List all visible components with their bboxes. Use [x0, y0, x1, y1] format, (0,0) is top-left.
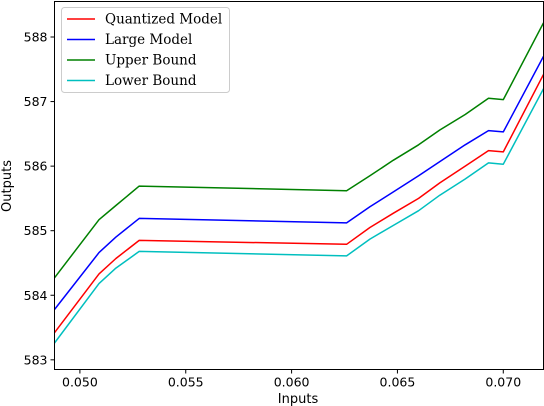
y-tick-label: 587: [24, 94, 48, 109]
y-tick-label: 588: [24, 30, 48, 45]
y-tick-label: 584: [24, 288, 48, 303]
x-axis: 0.050 0.055 0.060 0.065 0.070: [62, 369, 521, 390]
legend-frame: [61, 7, 230, 93]
legend-label: Lower Bound: [105, 73, 197, 89]
x-tick-label: 0.060: [274, 375, 310, 390]
x-tick-label: 0.055: [168, 375, 204, 390]
legend-label: Quantized Model: [105, 12, 222, 28]
plot-lines: [53, 22, 544, 344]
series-line-2: [53, 56, 544, 310]
y-tick-label: 585: [24, 223, 48, 238]
y-tick-label: 586: [24, 159, 48, 174]
x-tick-label: 0.050: [62, 375, 98, 390]
legend: Quantized Model Large Model Upper Bound Low…: [61, 7, 230, 93]
legend-label: Large Model: [105, 32, 192, 48]
x-tick-label: 0.065: [380, 375, 416, 390]
legend-label: Upper Bound: [105, 53, 197, 69]
y-axis: 583 584 585 586 587 588: [24, 30, 55, 367]
x-axis-label: Inputs: [278, 392, 319, 406]
y-tick-label: 583: [24, 352, 48, 367]
series-line-4: [53, 88, 544, 344]
series-line-1: [53, 74, 544, 334]
x-tick-label: 0.070: [485, 375, 521, 390]
series-line-3: [53, 22, 544, 279]
y-axis-label: Outputs: [0, 160, 15, 212]
